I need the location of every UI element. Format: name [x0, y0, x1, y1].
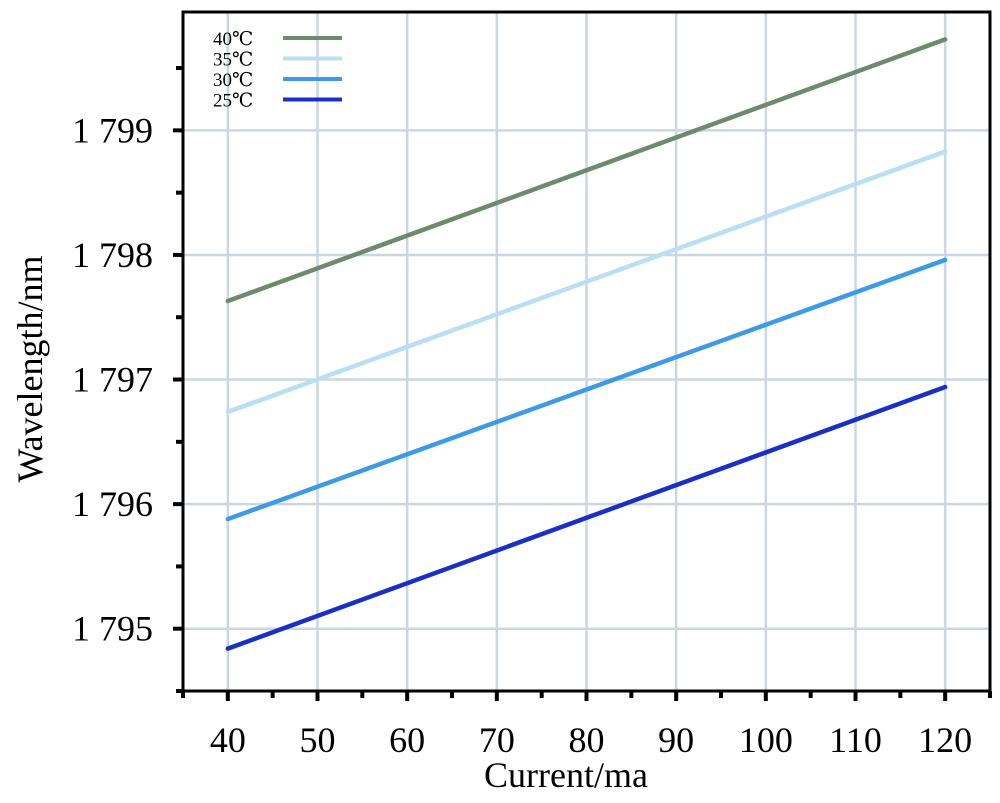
x-tick-label: 100: [739, 720, 793, 760]
y-tick-label: 1 797: [72, 360, 153, 400]
y-tick-label: 1 795: [72, 609, 153, 649]
legend-label: 25℃: [213, 91, 253, 112]
legend-label: 35℃: [213, 50, 253, 71]
legend-label: 30℃: [213, 70, 253, 91]
legend: 40℃35℃30℃25℃: [213, 29, 342, 112]
series-line: [225, 149, 948, 415]
series-line: [225, 257, 948, 522]
x-tick-label: 70: [479, 720, 515, 760]
y-tick-label: 1 796: [72, 484, 153, 524]
series-line: [225, 384, 948, 651]
y-tick-label: 1 799: [72, 110, 153, 150]
series-lines: [225, 37, 948, 651]
series-line: [225, 37, 948, 304]
x-tick-label: 110: [829, 720, 882, 760]
y-ticks: 1 795 1 796 1 797 1 798 1 799: [72, 66, 183, 693]
x-axis-label: Current/ma: [484, 755, 648, 795]
x-tick-label: 50: [300, 720, 336, 760]
x-tick-label: 80: [569, 720, 605, 760]
y-axis-label: Wavelength/nm: [10, 255, 50, 482]
x-tick-label: 40: [210, 720, 246, 760]
x-tick-label: 60: [389, 720, 425, 760]
x-tick-label: 120: [918, 720, 972, 760]
x-ticks: 40 50 60 70 80 90 100 110 120: [181, 691, 992, 760]
grid: [183, 12, 990, 691]
y-tick-label: 1 798: [72, 235, 153, 275]
x-tick-label: 90: [658, 720, 694, 760]
legend-label: 40℃: [213, 29, 253, 50]
